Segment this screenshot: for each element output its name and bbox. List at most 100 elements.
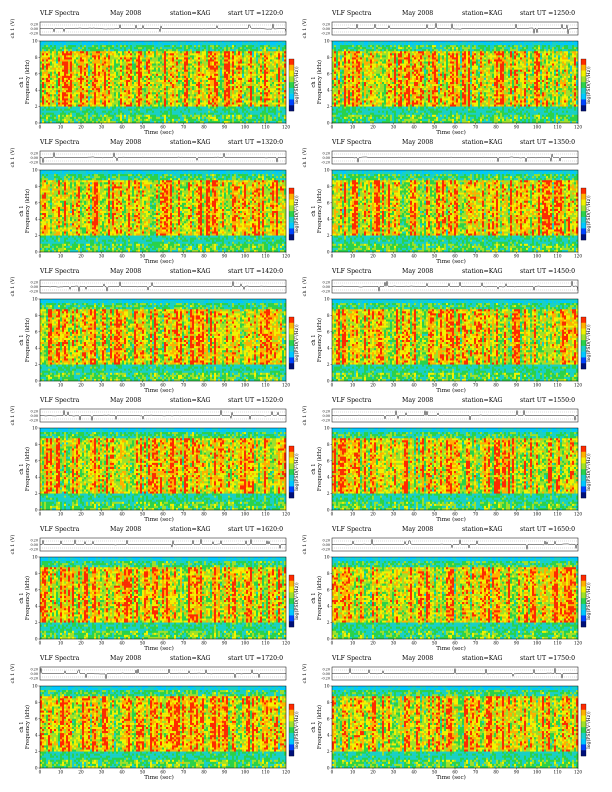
freq-tick-label: 0 bbox=[327, 508, 330, 513]
time-tick-label: 100 bbox=[533, 383, 541, 388]
time-tick-label: 90 bbox=[514, 125, 520, 130]
freq-tick-label: 2 bbox=[35, 104, 38, 109]
waveform-tick-label: 0.00 bbox=[322, 156, 330, 160]
time-tick-label: 100 bbox=[533, 770, 541, 775]
spectrogram-figure: VLF Spectra May 2008 station=KAG start UT =… bbox=[9, 397, 300, 523]
spectrogram-ylabel: Frequency (kHz) bbox=[24, 705, 31, 749]
spectrogram-heatmap bbox=[40, 41, 287, 124]
station-label: station=KAG bbox=[462, 397, 503, 404]
freq-tick-label: 4 bbox=[35, 475, 38, 480]
freq-tick-label: 6 bbox=[35, 200, 38, 205]
time-tick-label: 90 bbox=[222, 770, 228, 775]
figure-title: VLF Spectra bbox=[331, 655, 372, 662]
freq-tick-label: 0 bbox=[35, 250, 38, 255]
time-tick-label: 20 bbox=[78, 512, 84, 517]
time-tick-label: 30 bbox=[391, 125, 397, 130]
time-tick-label: 20 bbox=[370, 512, 376, 517]
time-tick-label: 110 bbox=[262, 383, 270, 388]
time-tick-label: 110 bbox=[554, 125, 562, 130]
spectrogram-panel: VLF Spectra May 2008 station=KAG start UT =… bbox=[8, 266, 300, 394]
time-tick-label: 10 bbox=[58, 512, 64, 517]
time-tick-label: 100 bbox=[533, 125, 541, 130]
time-tick-label: 10 bbox=[350, 512, 356, 517]
time-tick-label: 90 bbox=[222, 254, 228, 259]
colorbar-label: log(PSD(V²/Hz)) bbox=[293, 711, 300, 749]
spectrogram-ylabel: Frequency (kHz) bbox=[24, 189, 31, 233]
waveform-plot bbox=[39, 21, 287, 36]
month-label: May 2008 bbox=[110, 139, 141, 146]
time-xlabel: Time (sec) bbox=[436, 645, 466, 652]
colorbar bbox=[580, 58, 587, 112]
station-label: station=KAG bbox=[170, 10, 211, 17]
waveform-tick-label: 0.20 bbox=[30, 668, 38, 672]
time-tick-label: 70 bbox=[473, 641, 479, 646]
time-tick-label: 80 bbox=[493, 512, 499, 517]
freq-tick-label: 8 bbox=[35, 442, 38, 447]
spectrogram-panel: VLF Spectra May 2008 station=KAG start UT =… bbox=[8, 8, 300, 136]
freq-tick-label: 4 bbox=[327, 88, 330, 93]
freq-tick-label: 6 bbox=[35, 587, 38, 592]
colorbar-label: log(PSD(V²/Hz)) bbox=[585, 66, 592, 104]
time-tick-label: 40 bbox=[411, 770, 417, 775]
start-time-label: start UT =1620:0 bbox=[228, 526, 283, 533]
time-tick-label: 50 bbox=[432, 125, 438, 130]
waveform-ylabel: ch 1 (V) bbox=[9, 535, 16, 555]
time-tick-label: 40 bbox=[119, 254, 125, 259]
time-tick-label: 100 bbox=[241, 512, 249, 517]
colorbar bbox=[580, 574, 587, 628]
time-tick-label: 10 bbox=[58, 641, 64, 646]
figure-title: VLF Spectra bbox=[331, 268, 372, 275]
freq-tick-label: 2 bbox=[327, 362, 330, 367]
time-tick-label: 70 bbox=[181, 254, 187, 259]
spectrogram-panel: VLF Spectra May 2008 station=KAG start UT =… bbox=[300, 524, 592, 652]
time-tick-label: 60 bbox=[160, 254, 166, 259]
freq-tick-label: 4 bbox=[35, 346, 38, 351]
waveform-tick-label: 0.00 bbox=[322, 414, 330, 418]
time-tick-label: 0 bbox=[331, 641, 334, 646]
time-tick-label: 120 bbox=[282, 383, 290, 388]
time-tick-label: 110 bbox=[554, 641, 562, 646]
time-tick-label: 10 bbox=[58, 125, 64, 130]
time-xlabel: Time (sec) bbox=[436, 516, 466, 523]
time-tick-label: 50 bbox=[140, 254, 146, 259]
time-tick-label: 50 bbox=[432, 383, 438, 388]
freq-tick-label: 8 bbox=[35, 55, 38, 60]
spectrogram-ylabel: Frequency (kHz) bbox=[316, 576, 323, 620]
waveform-tick-label: -0.20 bbox=[321, 677, 330, 681]
waveform-tick-label: 0.00 bbox=[322, 543, 330, 547]
time-tick-label: 10 bbox=[350, 770, 356, 775]
station-label: station=KAG bbox=[462, 10, 503, 17]
waveform-plot bbox=[331, 666, 579, 681]
time-tick-label: 120 bbox=[574, 254, 582, 259]
time-tick-label: 40 bbox=[411, 125, 417, 130]
spectrogram-figure: VLF Spectra May 2008 station=KAG start UT =… bbox=[301, 655, 592, 781]
freq-tick-label: 10 bbox=[324, 168, 330, 173]
colorbar-label: log(PSD(V²/Hz)) bbox=[585, 453, 592, 491]
spectrogram-ylabel-channel: ch 1 bbox=[19, 463, 25, 474]
spectrogram-heatmap bbox=[332, 428, 579, 511]
time-tick-label: 80 bbox=[493, 770, 499, 775]
start-time-label: start UT =1550:0 bbox=[520, 397, 575, 404]
waveform-ylabel: ch 1 (V) bbox=[9, 664, 16, 684]
time-tick-label: 110 bbox=[554, 770, 562, 775]
spectrogram-heatmap bbox=[40, 170, 287, 253]
freq-tick-label: 6 bbox=[327, 587, 330, 592]
time-tick-label: 60 bbox=[160, 770, 166, 775]
time-tick-label: 80 bbox=[493, 254, 499, 259]
waveform-ylabel: ch 1 (V) bbox=[301, 19, 308, 39]
waveform-tick-label: 0.00 bbox=[322, 285, 330, 289]
time-tick-label: 30 bbox=[99, 641, 105, 646]
spectrogram-ylabel: Frequency (kHz) bbox=[24, 318, 31, 362]
time-tick-label: 50 bbox=[140, 641, 146, 646]
figure-title: VLF Spectra bbox=[39, 526, 80, 533]
time-tick-label: 90 bbox=[514, 383, 520, 388]
time-tick-label: 60 bbox=[452, 641, 458, 646]
time-tick-label: 70 bbox=[473, 512, 479, 517]
time-tick-label: 70 bbox=[181, 770, 187, 775]
spectrogram-figure: VLF Spectra May 2008 station=KAG start UT =… bbox=[9, 526, 300, 652]
start-time-label: start UT =1250:0 bbox=[520, 10, 575, 17]
time-tick-label: 20 bbox=[78, 125, 84, 130]
time-xlabel: Time (sec) bbox=[144, 258, 174, 265]
start-time-label: start UT =1520:0 bbox=[228, 397, 283, 404]
time-tick-label: 40 bbox=[411, 641, 417, 646]
